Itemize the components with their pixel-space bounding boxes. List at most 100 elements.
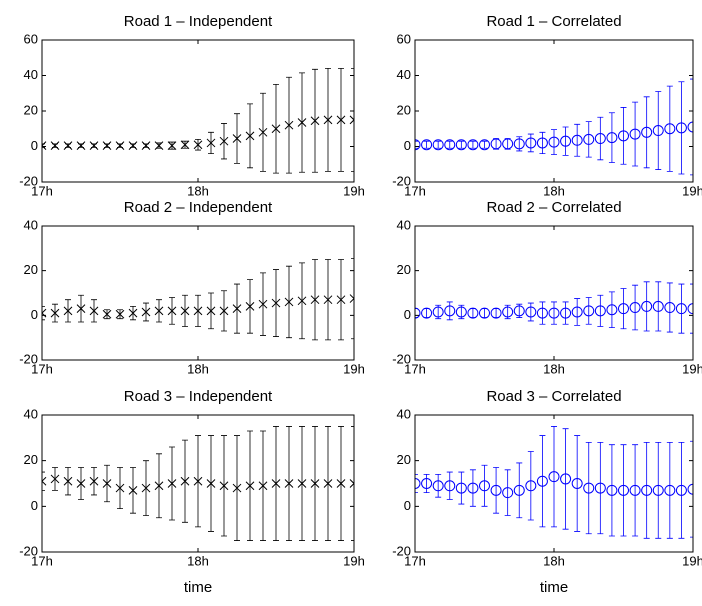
plot-area bbox=[42, 426, 354, 541]
marker bbox=[432, 306, 444, 318]
marker bbox=[479, 139, 490, 151]
marker bbox=[502, 306, 514, 318]
plot-area bbox=[415, 281, 693, 334]
marker bbox=[284, 120, 294, 130]
error-bar bbox=[632, 284, 639, 331]
marker bbox=[548, 307, 560, 319]
error-bar bbox=[643, 281, 650, 332]
marker bbox=[571, 134, 583, 146]
marker bbox=[50, 308, 60, 318]
plot-area bbox=[415, 78, 693, 176]
x-tick-label: 19h bbox=[343, 553, 365, 568]
y-tick-label: 40 bbox=[397, 406, 411, 421]
marker bbox=[594, 133, 606, 145]
marker bbox=[641, 484, 653, 496]
error-bar bbox=[539, 435, 546, 528]
error-bar bbox=[678, 81, 685, 175]
marker bbox=[102, 309, 112, 319]
marker bbox=[336, 115, 346, 125]
y-tick-label: 0 bbox=[404, 498, 411, 513]
error-bar bbox=[539, 131, 546, 154]
subplot-title: Road 2 – Correlated bbox=[486, 199, 621, 216]
marker bbox=[128, 308, 138, 318]
marker bbox=[525, 306, 537, 318]
error-bar bbox=[423, 140, 430, 149]
marker bbox=[444, 305, 456, 317]
error-bar bbox=[539, 301, 546, 325]
error-bar bbox=[351, 426, 354, 541]
error-bar bbox=[551, 301, 557, 325]
subplot-title: Road 3 – Correlated bbox=[486, 388, 621, 405]
axes-box bbox=[414, 225, 694, 361]
marker bbox=[206, 138, 216, 148]
marker bbox=[154, 141, 164, 150]
y-tick-label: 40 bbox=[24, 406, 38, 421]
error-bar bbox=[527, 451, 534, 521]
y-tick-label: 0 bbox=[31, 307, 38, 322]
marker bbox=[180, 140, 190, 150]
error-bar bbox=[446, 301, 453, 321]
error-bar bbox=[655, 91, 662, 170]
y-tick-label: 60 bbox=[397, 31, 411, 46]
marker bbox=[467, 139, 479, 151]
marker bbox=[336, 295, 346, 305]
error-bar bbox=[608, 291, 615, 329]
y-tick-label: 0 bbox=[404, 138, 411, 153]
marker bbox=[141, 307, 151, 317]
error-bar bbox=[493, 138, 500, 150]
x-tick-label: 19h bbox=[343, 183, 365, 198]
error-bar bbox=[351, 68, 354, 172]
marker bbox=[167, 479, 177, 488]
error-bar bbox=[597, 116, 604, 161]
plot-area bbox=[42, 68, 354, 174]
marker bbox=[525, 137, 537, 149]
marker bbox=[467, 307, 479, 319]
y-tick-label: 40 bbox=[24, 217, 38, 232]
subplot: -20 0 20 40 17h 18h 19h Road 3 – Correlated time bbox=[392, 388, 702, 596]
marker bbox=[297, 479, 307, 488]
marker bbox=[432, 480, 444, 492]
marker bbox=[618, 303, 629, 315]
marker bbox=[502, 487, 514, 499]
error-bar bbox=[42, 471, 45, 491]
marker bbox=[193, 476, 203, 486]
marker bbox=[323, 295, 333, 305]
x-axis-label: time bbox=[540, 579, 568, 596]
marker bbox=[664, 484, 676, 496]
marker bbox=[571, 478, 583, 489]
marker bbox=[271, 124, 281, 134]
marker bbox=[652, 484, 664, 496]
error-bar bbox=[446, 471, 453, 500]
subplot-title: Road 2 – Independent bbox=[124, 199, 273, 216]
axes-box bbox=[414, 39, 694, 183]
y-tick-label: 20 bbox=[397, 262, 411, 277]
marker bbox=[206, 306, 216, 316]
marker bbox=[102, 141, 112, 150]
plot-area bbox=[42, 257, 354, 341]
marker bbox=[102, 479, 112, 488]
marker bbox=[336, 479, 346, 488]
error-bar bbox=[562, 301, 569, 325]
error-bar bbox=[415, 473, 418, 494]
marker bbox=[479, 480, 490, 492]
error-bar bbox=[562, 428, 569, 530]
marker bbox=[490, 138, 502, 150]
marker bbox=[232, 134, 242, 143]
marker bbox=[606, 484, 618, 496]
marker bbox=[536, 137, 548, 149]
error-bar bbox=[655, 281, 662, 332]
marker bbox=[284, 297, 294, 307]
y-tick-label: -20 bbox=[19, 543, 38, 558]
marker bbox=[232, 304, 242, 313]
error-bar bbox=[690, 78, 693, 176]
error-bar bbox=[666, 85, 673, 172]
y-tick-label: -20 bbox=[19, 173, 38, 188]
error-bar bbox=[585, 297, 592, 325]
subplot: -20 0 20 40 17h 18h 19h Road 2 – Correlated bbox=[392, 199, 702, 376]
marker bbox=[641, 126, 653, 138]
error-bar bbox=[527, 133, 534, 153]
marker bbox=[415, 307, 421, 319]
y-tick-label: -20 bbox=[392, 543, 411, 558]
